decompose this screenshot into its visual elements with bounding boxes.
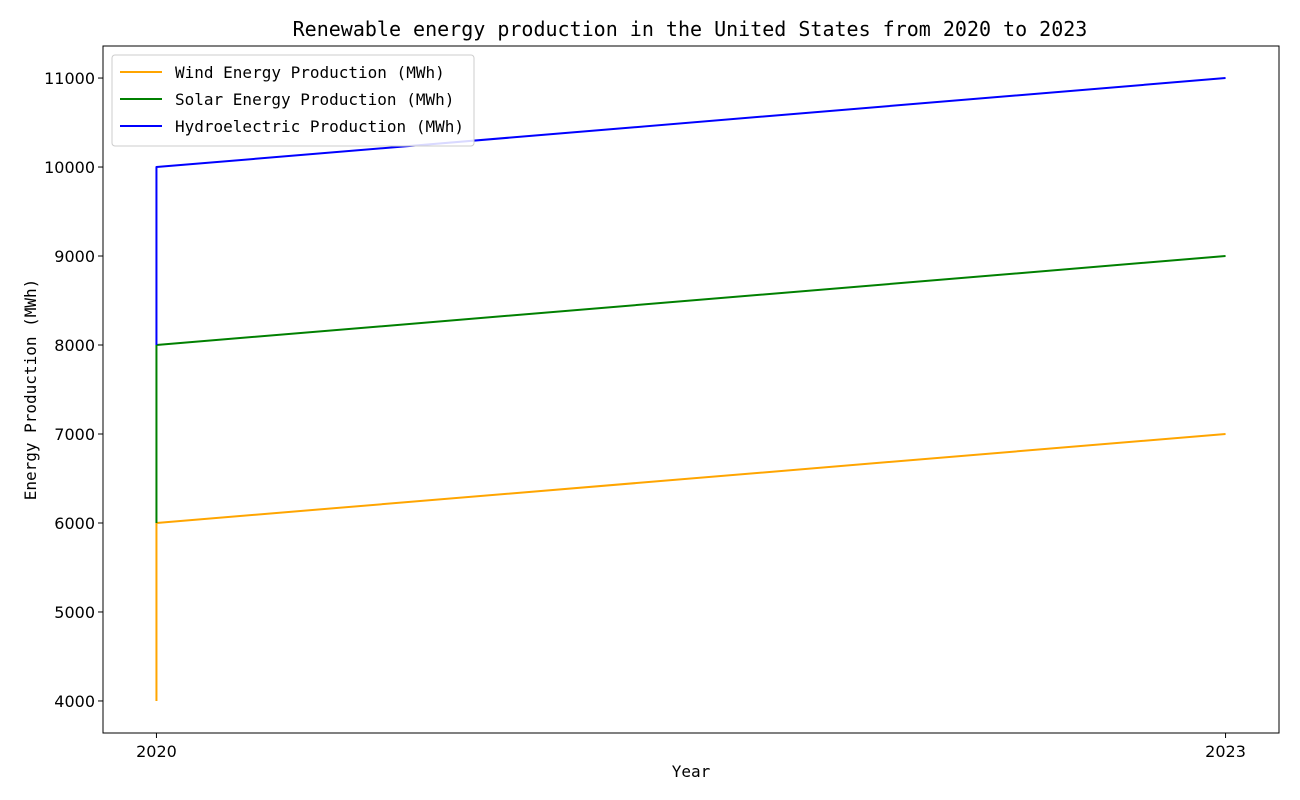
y-tick-label: 10000: [44, 158, 95, 177]
legend-label-1: Solar Energy Production (MWh): [175, 90, 454, 109]
series-line-1: [155, 255, 1226, 523]
legend: Wind Energy Production (MWh) Solar Energy…: [111, 54, 475, 147]
y-tick-label: 9000: [54, 247, 95, 266]
y-tick-label: 4000: [54, 692, 95, 711]
legend-box: [111, 54, 475, 147]
x-axis-ticks: 2020 2023: [136, 733, 1246, 761]
x-axis-label: Year: [672, 762, 711, 781]
plot-area-frame: [102, 45, 1280, 734]
x-tick-label: 2023: [1205, 742, 1246, 761]
legend-label-0: Wind Energy Production (MWh): [175, 63, 445, 82]
y-tick-label: 6000: [54, 514, 95, 533]
series-line-0: [155, 432, 1226, 701]
chart-title: Renewable energy production in the Unite…: [293, 17, 1088, 41]
y-axis-label: Energy Production (MWh): [21, 279, 40, 501]
y-tick-label: 7000: [54, 425, 95, 444]
series-line-2: [155, 77, 1226, 346]
legend-label-2: Hydroelectric Production (MWh): [175, 117, 464, 136]
y-tick-label: 5000: [54, 603, 95, 622]
y-axis-ticks: 4000 5000 6000 7000 8000 9000 10000 11000: [44, 69, 103, 711]
y-tick-label: 11000: [44, 69, 95, 88]
series-lines: [155, 77, 1226, 701]
y-tick-label: 8000: [54, 336, 95, 355]
x-tick-label: 2020: [136, 742, 177, 761]
